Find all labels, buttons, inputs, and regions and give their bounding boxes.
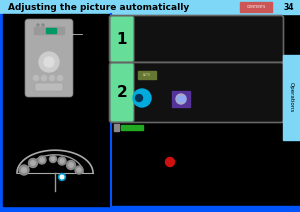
Circle shape bbox=[58, 173, 65, 180]
Circle shape bbox=[50, 155, 56, 163]
Circle shape bbox=[38, 156, 46, 164]
Bar bbox=[34, 27, 64, 34]
Circle shape bbox=[44, 57, 54, 67]
Text: 1: 1 bbox=[117, 32, 127, 46]
Bar bbox=[283, 55, 300, 140]
Text: Adjusting the picture automatically: Adjusting the picture automatically bbox=[8, 3, 189, 11]
FancyBboxPatch shape bbox=[110, 16, 134, 62]
Circle shape bbox=[31, 161, 35, 165]
Bar bbox=[121, 125, 143, 130]
Circle shape bbox=[40, 158, 44, 162]
Circle shape bbox=[39, 52, 59, 72]
Circle shape bbox=[133, 89, 151, 107]
Circle shape bbox=[69, 163, 73, 167]
FancyBboxPatch shape bbox=[110, 63, 134, 122]
Circle shape bbox=[41, 75, 46, 81]
Text: AUTO: AUTO bbox=[143, 73, 151, 77]
Circle shape bbox=[75, 166, 83, 174]
Circle shape bbox=[58, 157, 66, 165]
Bar bbox=[172, 91, 190, 107]
Bar bbox=[46, 28, 56, 33]
Text: 2: 2 bbox=[117, 85, 128, 100]
Circle shape bbox=[34, 75, 38, 81]
Circle shape bbox=[51, 157, 55, 161]
Circle shape bbox=[50, 75, 55, 81]
Circle shape bbox=[42, 24, 44, 26]
FancyBboxPatch shape bbox=[110, 15, 284, 63]
Circle shape bbox=[77, 168, 81, 172]
Text: Operations: Operations bbox=[289, 82, 294, 113]
Bar bbox=[138, 71, 156, 79]
Bar bbox=[177, 96, 185, 101]
Circle shape bbox=[166, 158, 175, 166]
Circle shape bbox=[22, 167, 26, 173]
Circle shape bbox=[136, 95, 142, 102]
Bar bbox=[3, 14, 111, 206]
Bar bbox=[0, 14, 3, 212]
Circle shape bbox=[19, 165, 29, 175]
Bar bbox=[114, 124, 119, 131]
Bar bbox=[0, 206, 300, 212]
FancyBboxPatch shape bbox=[25, 19, 73, 97]
FancyBboxPatch shape bbox=[35, 83, 63, 91]
Text: 34: 34 bbox=[284, 3, 294, 11]
Bar bbox=[240, 2, 272, 12]
Circle shape bbox=[60, 159, 64, 163]
Circle shape bbox=[67, 160, 76, 170]
Circle shape bbox=[37, 24, 39, 26]
Circle shape bbox=[58, 75, 62, 81]
Circle shape bbox=[176, 94, 186, 104]
Text: CONTENTS: CONTENTS bbox=[246, 5, 266, 9]
Circle shape bbox=[28, 159, 38, 167]
FancyBboxPatch shape bbox=[110, 63, 284, 123]
Bar bbox=[0, 0, 300, 14]
Circle shape bbox=[60, 175, 64, 179]
